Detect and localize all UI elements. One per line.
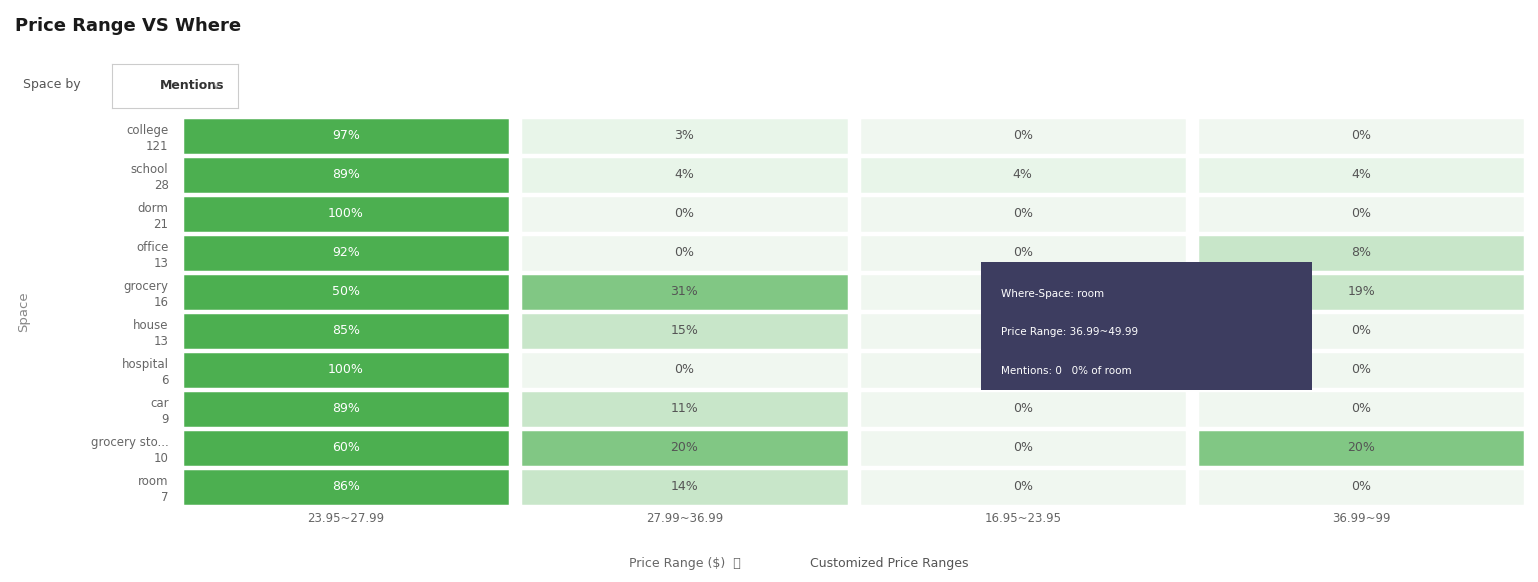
Text: 0%: 0% [1012, 285, 1034, 299]
Bar [858, 234, 1187, 272]
Text: 20%: 20% [671, 441, 698, 455]
Text: 92%: 92% [332, 246, 360, 260]
Bar [1197, 390, 1526, 428]
Text: 0%: 0% [1350, 324, 1372, 338]
Text: 0%: 0% [1012, 441, 1034, 455]
Text: 0%: 0% [1012, 129, 1034, 143]
Bar [1197, 351, 1526, 389]
Text: 60%: 60% [332, 441, 360, 455]
Text: ∨: ∨ [212, 81, 220, 91]
Text: 14%: 14% [671, 480, 698, 494]
Bar [520, 351, 849, 389]
Bar [1197, 195, 1526, 233]
Bar [858, 468, 1187, 506]
Text: 0%: 0% [1350, 129, 1372, 143]
Text: 89%: 89% [332, 168, 360, 182]
Text: 0%: 0% [1350, 363, 1372, 377]
Text: Customized Price Ranges: Customized Price Ranges [809, 558, 969, 570]
Bar [520, 156, 849, 194]
Text: Price Range VS Where: Price Range VS Where [15, 17, 241, 36]
Text: 8%: 8% [1350, 246, 1372, 260]
Text: 97%: 97% [332, 129, 360, 143]
Text: Mentions: Mentions [160, 79, 225, 93]
Bar [520, 390, 849, 428]
Bar [181, 468, 511, 506]
Bar [858, 117, 1187, 155]
Bar [858, 156, 1187, 194]
Bar [181, 156, 511, 194]
Text: 3%: 3% [675, 129, 694, 143]
Bar [1197, 117, 1526, 155]
Bar [858, 429, 1187, 467]
Bar [520, 234, 849, 272]
Text: 0%: 0% [1012, 324, 1034, 338]
Bar [520, 195, 849, 233]
Text: 0%: 0% [1350, 402, 1372, 416]
Bar [181, 390, 511, 428]
Bar [181, 429, 511, 467]
Bar [520, 429, 849, 467]
Text: 4%: 4% [1014, 168, 1032, 182]
Bar [181, 351, 511, 389]
Bar [181, 234, 511, 272]
Text: 0%: 0% [674, 246, 695, 260]
Bar [1197, 312, 1526, 350]
Text: 100%: 100% [328, 363, 365, 377]
Text: 19%: 19% [1347, 285, 1375, 299]
Text: 4%: 4% [1352, 168, 1370, 182]
Bar [858, 273, 1187, 311]
Text: 0%: 0% [1350, 480, 1372, 494]
Bar [181, 117, 511, 155]
Bar [858, 312, 1187, 350]
Bar [858, 390, 1187, 428]
Bar [858, 195, 1187, 233]
Y-axis label: Space: Space [17, 291, 31, 332]
Bar [520, 117, 849, 155]
Text: 0%: 0% [1012, 402, 1034, 416]
Text: 31%: 31% [671, 285, 698, 299]
Text: Where-Space: room: Where-Space: room [1001, 289, 1104, 299]
Text: 86%: 86% [332, 480, 360, 494]
Text: Price Range: 36.99~49.99: Price Range: 36.99~49.99 [1001, 327, 1138, 338]
Text: 15%: 15% [671, 324, 698, 338]
Text: 0%: 0% [674, 207, 695, 221]
Text: 4%: 4% [675, 168, 694, 182]
Bar [181, 273, 511, 311]
Bar [1197, 156, 1526, 194]
Text: 0%: 0% [1012, 246, 1034, 260]
Text: Price Range ($)  ⓘ: Price Range ($) ⓘ [629, 558, 740, 570]
Text: 89%: 89% [332, 402, 360, 416]
Text: 0%: 0% [1350, 207, 1372, 221]
Text: 0%: 0% [1012, 207, 1034, 221]
Bar [520, 273, 849, 311]
Bar [181, 312, 511, 350]
Text: 0%: 0% [1012, 363, 1034, 377]
Bar [1197, 273, 1526, 311]
Bar [1197, 468, 1526, 506]
Text: 100%: 100% [328, 207, 365, 221]
Text: 0%: 0% [674, 363, 695, 377]
Text: 11%: 11% [671, 402, 698, 416]
Bar [1197, 234, 1526, 272]
Text: 85%: 85% [332, 324, 360, 338]
Text: 50%: 50% [332, 285, 360, 299]
Text: Mentions: 0   0% of room: Mentions: 0 0% of room [1001, 365, 1132, 376]
Bar [520, 468, 849, 506]
Text: 0%: 0% [1012, 480, 1034, 494]
Bar [520, 312, 849, 350]
Bar [858, 351, 1187, 389]
Bar [181, 195, 511, 233]
Bar [1197, 429, 1526, 467]
Text: 20%: 20% [1347, 441, 1375, 455]
Text: Space by: Space by [23, 78, 80, 91]
